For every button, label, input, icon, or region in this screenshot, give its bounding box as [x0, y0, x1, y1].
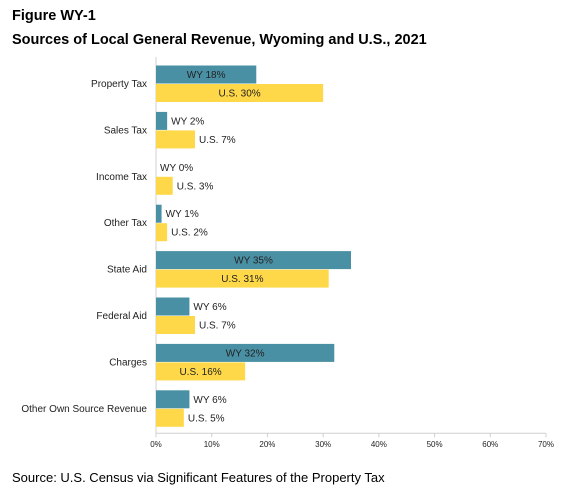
- us-data-label: U.S. 3%: [177, 181, 214, 192]
- wy-bar: [156, 65, 257, 84]
- category-label: Other Own Source Revenue: [21, 404, 147, 415]
- wy-data-label: WY 32%: [226, 348, 265, 359]
- x-tick-label: 40%: [371, 440, 387, 449]
- wy-bar: [156, 297, 190, 316]
- wy-bar: [156, 204, 162, 223]
- x-tick-label: 30%: [315, 440, 331, 449]
- wy-data-label: WY 6%: [193, 302, 226, 313]
- wy-data-label: WY 6%: [193, 395, 226, 406]
- us-bar: [156, 223, 168, 242]
- category-label: State Aid: [107, 265, 147, 276]
- us-bar: [156, 269, 329, 288]
- category-label: Income Tax: [96, 172, 147, 183]
- chart-title: Sources of Local General Revenue, Wyomin…: [12, 32, 427, 48]
- category-label: Property Tax: [91, 79, 147, 90]
- category-label: Other Tax: [104, 218, 147, 229]
- x-tick-label: 10%: [204, 440, 220, 449]
- wy-data-label: WY 18%: [187, 70, 226, 81]
- wy-data-label: WY 35%: [234, 256, 273, 267]
- source-note: Source: U.S. Census via Significant Feat…: [12, 470, 385, 485]
- wy-bar: [156, 111, 168, 130]
- us-data-label: U.S. 31%: [221, 274, 263, 285]
- x-tick-label: 60%: [482, 440, 498, 449]
- wy-data-label: WY 0%: [160, 163, 193, 174]
- us-bar: [156, 176, 173, 195]
- x-tick-label: 20%: [259, 440, 275, 449]
- us-data-label: U.S. 16%: [179, 367, 221, 378]
- us-data-label: U.S. 7%: [199, 321, 236, 332]
- us-data-label: U.S. 5%: [188, 413, 225, 424]
- x-tick-label: 50%: [427, 440, 443, 449]
- bar-chart: 0% 10% 20% 30% 40% 50% 60% 70% Property Tax WY 18…: [21, 57, 554, 449]
- wy-data-label: WY 1%: [166, 209, 199, 220]
- us-bar: [156, 316, 195, 334]
- figure-label: Figure WY-1: [12, 8, 96, 24]
- us-data-label: U.S. 7%: [199, 135, 236, 146]
- x-tick-label: 0%: [150, 440, 162, 449]
- category-label: Sales Tax: [104, 125, 147, 136]
- wy-bar: [156, 251, 351, 270]
- us-data-label: U.S. 30%: [218, 89, 260, 100]
- wy-bar: [156, 390, 190, 409]
- wy-data-label: WY 2%: [171, 116, 204, 127]
- category-label: Charges: [109, 357, 147, 368]
- us-bar: [156, 408, 184, 427]
- us-data-label: U.S. 2%: [171, 228, 208, 239]
- category-label: Federal Aid: [96, 311, 147, 322]
- x-tick-label: 70%: [538, 440, 554, 449]
- us-bar: [156, 130, 195, 149]
- wy-bar: [156, 343, 335, 362]
- us-bar: [156, 84, 324, 102]
- us-bar: [156, 362, 246, 381]
